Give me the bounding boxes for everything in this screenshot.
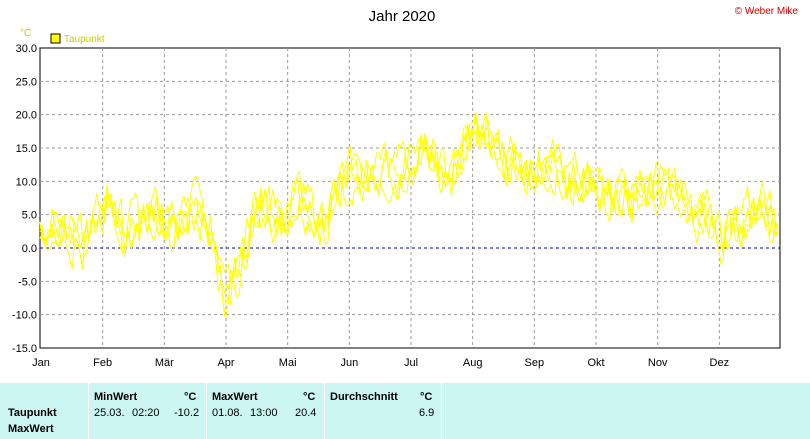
- max-header: MaxWert: [212, 391, 258, 403]
- stats-panel: Taupunkt MaxWert MinWert °C 25.03. 02:20…: [0, 383, 810, 439]
- x-tick-label: Okt: [587, 357, 604, 369]
- y-axis-unit: °C: [20, 28, 31, 39]
- y-tick-label: -15.0: [12, 343, 37, 355]
- x-tick-label: Jan: [32, 357, 50, 369]
- x-tick-label: Dez: [710, 357, 730, 369]
- y-tick-label: 0.0: [22, 243, 37, 255]
- legend-label-taupunkt: Taupunkt: [64, 34, 105, 45]
- min-date: 25.03.: [94, 407, 125, 419]
- y-tick-label: 5.0: [22, 210, 37, 222]
- min-time: 02:20: [132, 407, 160, 419]
- series-line: [39, 115, 779, 294]
- x-tick-label: Jul: [404, 357, 418, 369]
- avg-value: 6.9: [419, 407, 435, 419]
- y-tick-label: 20.0: [16, 110, 37, 122]
- grid-lines: [40, 48, 780, 348]
- min-header: MinWert: [94, 391, 138, 403]
- min-value: -10.2: [174, 407, 200, 419]
- y-tick-label: 30.0: [16, 43, 37, 55]
- chart-title: Jahr 2020: [369, 8, 436, 25]
- x-tick-label: Nov: [648, 357, 668, 369]
- avg-header: Durchschnitt: [330, 391, 398, 403]
- min-unit: °C: [184, 391, 197, 403]
- x-axis-ticks: Jan Feb Mär Apr Mai Jun Jul Aug Sep Okt Nov Dez: [32, 357, 729, 369]
- x-tick-label: Sep: [525, 357, 545, 369]
- stats-row-label-taupunkt: Taupunkt: [8, 407, 57, 419]
- x-tick-label: Mär: [155, 357, 174, 369]
- y-tick-label: -10.0: [12, 310, 37, 322]
- avg-unit: °C: [420, 391, 433, 403]
- stats-row-label-maxwert: MaxWert: [8, 423, 54, 435]
- x-tick-label: Mai: [279, 357, 297, 369]
- x-tick-label: Feb: [93, 357, 112, 369]
- stats-separator: [206, 383, 207, 439]
- temperature-chart: Jahr 2020 © Weber Mike °C Taupunkt 30.0 2…: [12, 6, 799, 369]
- x-tick-label: Jun: [340, 357, 358, 369]
- x-tick-label: Apr: [217, 357, 234, 369]
- copyright-text: © Weber Mike: [735, 6, 799, 17]
- y-tick-label: -5.0: [18, 276, 37, 288]
- x-tick-label: Aug: [463, 357, 483, 369]
- plot-area: [39, 47, 781, 349]
- series-taupunkt: [39, 111, 779, 317]
- y-tick-label: 15.0: [16, 143, 37, 155]
- max-value: 20.4: [295, 407, 317, 419]
- max-time: 13:00: [250, 407, 278, 419]
- y-tick-label: 25.0: [16, 76, 37, 88]
- stats-separator: [441, 383, 442, 439]
- max-date: 01.08.: [212, 407, 243, 419]
- stats-separator: [324, 383, 325, 439]
- series-line: [39, 119, 779, 282]
- y-tick-label: 10.0: [16, 176, 37, 188]
- stats-separator: [88, 383, 89, 439]
- y-axis-ticks: 30.0 25.0 20.0 15.0 10.0 5.0 0.0 -5.0 -10.0 -15.0: [12, 43, 37, 355]
- max-unit: °C: [303, 391, 316, 403]
- legend-swatch: [50, 33, 61, 44]
